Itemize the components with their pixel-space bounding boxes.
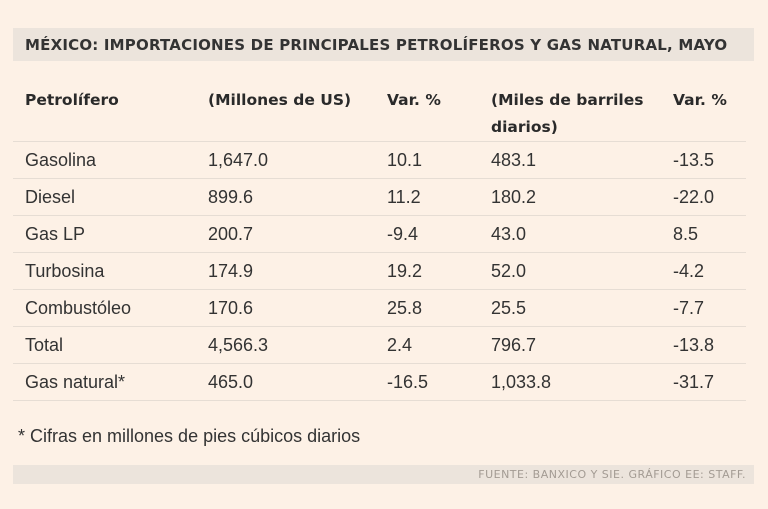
page-title: MÉXICO: IMPORTACIONES DE PRINCIPALES PET… (25, 35, 728, 54)
table-header-row: Petrolífero (Millones de US) Var. % (Mil… (13, 77, 746, 142)
table-row: Combustóleo 170.6 25.8 25.5 -7.7 (13, 289, 746, 327)
cell-value-usd: 899.6 (208, 186, 254, 207)
cell-var-value: 11.2 (387, 186, 421, 207)
imports-table: Petrolífero (Millones de US) Var. % (Mil… (13, 77, 746, 401)
cell-value-usd: 465.0 (208, 371, 254, 392)
header-petrolifero: Petrolífero (25, 91, 119, 109)
table-row: Gas natural* 465.0 -16.5 1,033.8 -31.7 (13, 363, 746, 401)
cell-product: Gasolina (25, 149, 97, 170)
cell-product: Gas LP (25, 223, 86, 244)
cell-product: Gas natural* (25, 371, 126, 392)
footnote: * Cifras en millones de pies cúbicos dia… (18, 426, 361, 446)
cell-product: Turbosina (25, 260, 105, 281)
table-row: Diesel 899.6 11.2 180.2 -22.0 (13, 178, 746, 216)
cell-volume: 1,033.8 (491, 371, 552, 392)
table-row: Gasolina 1,647.0 10.1 483.1 -13.5 (13, 141, 746, 179)
header-millones-usd: (Millones de US) (208, 91, 352, 109)
cell-var-value: 19.2 (387, 260, 423, 281)
source-bar: FUENTE: BANXICO Y SIE. GRÁFICO EE: STAFF… (13, 465, 754, 484)
cell-var-volume: -4.2 (673, 260, 705, 281)
cell-volume: 483.1 (491, 149, 537, 170)
cell-var-volume: -13.8 (673, 334, 715, 355)
cell-volume: 180.2 (491, 186, 537, 207)
cell-volume: 796.7 (491, 334, 537, 355)
cell-var-volume: -22.0 (673, 186, 715, 207)
header-var-pct-value: Var. % (387, 91, 441, 109)
cell-value-usd: 170.6 (208, 297, 254, 318)
table-row: Gas LP 200.7 -9.4 43.0 8.5 (13, 215, 746, 253)
cell-value-usd: 200.7 (208, 223, 254, 244)
cell-var-value: -16.5 (387, 371, 429, 392)
cell-product: Diesel (25, 186, 76, 207)
title-bar: MÉXICO: IMPORTACIONES DE PRINCIPALES PET… (13, 28, 754, 61)
cell-var-volume: -31.7 (673, 371, 715, 392)
cell-var-volume: 8.5 (673, 223, 699, 244)
table-row: Turbosina 174.9 19.2 52.0 -4.2 (13, 252, 746, 290)
cell-product: Total (25, 334, 64, 355)
cell-value-usd: 4,566.3 (208, 334, 269, 355)
imports-table-container: Petrolífero (Millones de US) Var. % (Mil… (13, 77, 746, 401)
header-var-pct-volume: Var. % (673, 91, 727, 109)
cell-var-value: 10.1 (387, 149, 423, 170)
cell-var-value: 25.8 (387, 297, 423, 318)
cell-var-volume: -7.7 (673, 297, 705, 318)
cell-value-usd: 174.9 (208, 260, 254, 281)
cell-volume: 43.0 (491, 223, 527, 244)
table-row: Total 4,566.3 2.4 796.7 -13.8 (13, 326, 746, 364)
cell-value-usd: 1,647.0 (208, 149, 269, 170)
cell-volume: 52.0 (491, 260, 527, 281)
cell-var-value: 2.4 (387, 334, 413, 355)
cell-volume: 25.5 (491, 297, 527, 318)
source-credit: FUENTE: BANXICO Y SIE. GRÁFICO EE: STAFF… (478, 468, 746, 481)
header-miles-barriles: (Miles de barriles diarios) (491, 91, 644, 136)
cell-product: Combustóleo (25, 297, 132, 318)
cell-var-volume: -13.5 (673, 149, 715, 170)
cell-var-value: -9.4 (387, 223, 419, 244)
